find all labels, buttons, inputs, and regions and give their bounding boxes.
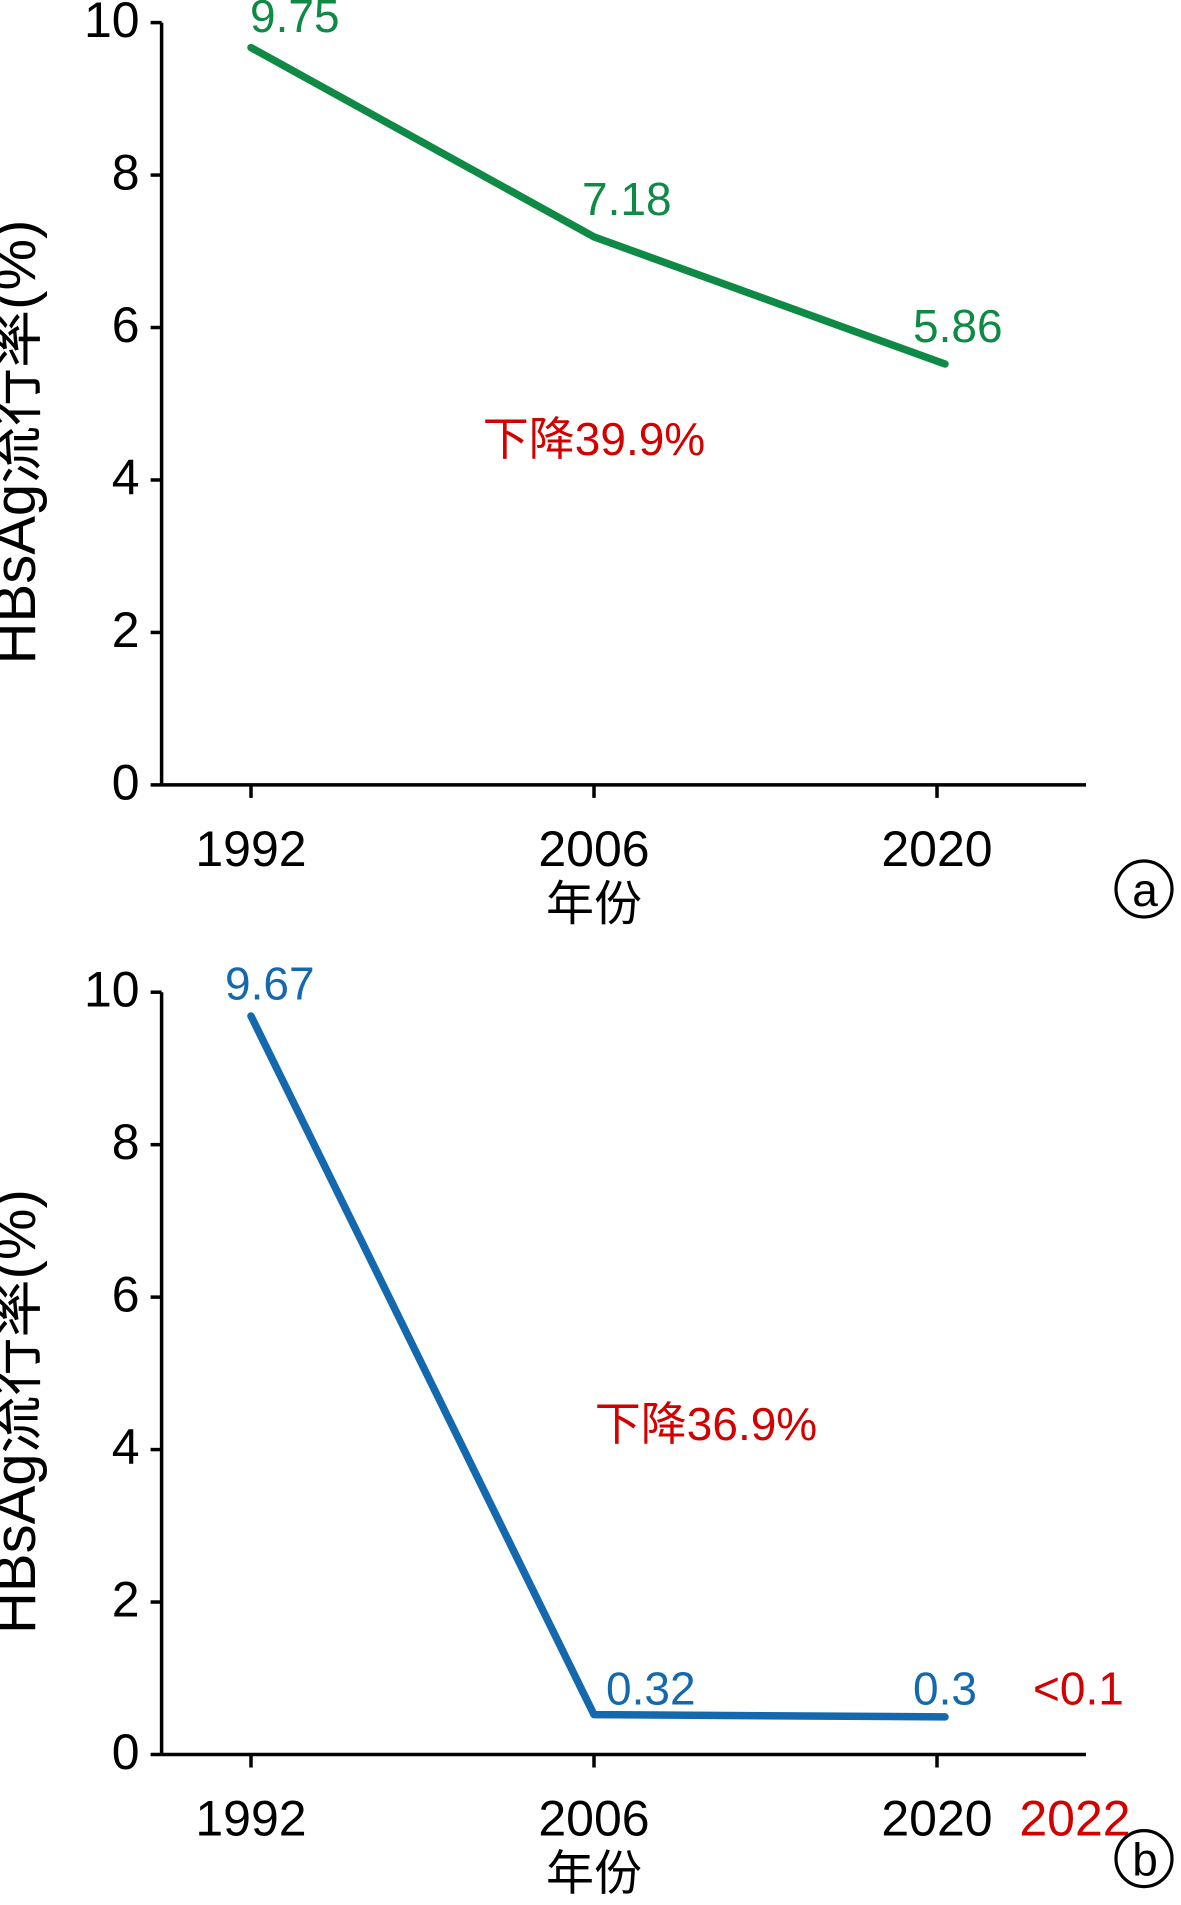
svg-text:2020: 2020 bbox=[881, 1791, 992, 1847]
svg-text:6: 6 bbox=[112, 1267, 140, 1323]
svg-text:下降36.9%: 下降36.9% bbox=[595, 1398, 817, 1450]
svg-text:1992: 1992 bbox=[195, 1791, 306, 1847]
svg-text:2006: 2006 bbox=[538, 821, 649, 877]
svg-text:5.86: 5.86 bbox=[913, 300, 1003, 352]
svg-text:9.75: 9.75 bbox=[250, 0, 340, 42]
svg-text:7.18: 7.18 bbox=[582, 173, 672, 225]
svg-text:2006: 2006 bbox=[538, 1791, 649, 1847]
svg-text:2020: 2020 bbox=[881, 821, 992, 877]
svg-text:HBsAg流行率(%): HBsAg流行率(%) bbox=[0, 220, 48, 665]
svg-text:下降39.9%: 下降39.9% bbox=[483, 413, 705, 465]
svg-text:4: 4 bbox=[112, 449, 140, 505]
svg-text:2022: 2022 bbox=[1019, 1791, 1130, 1847]
svg-text:0: 0 bbox=[112, 1724, 140, 1780]
svg-text:6: 6 bbox=[112, 297, 140, 353]
svg-text:年份: 年份 bbox=[546, 1848, 642, 1900]
svg-text:0.32: 0.32 bbox=[606, 1663, 696, 1715]
svg-text:0.3: 0.3 bbox=[913, 1663, 977, 1715]
svg-text:HBsAg流行率(%): HBsAg流行率(%) bbox=[0, 1189, 48, 1634]
svg-text:9.67: 9.67 bbox=[225, 958, 315, 1010]
svg-text:8: 8 bbox=[112, 144, 140, 200]
svg-text:<0.1: <0.1 bbox=[1033, 1663, 1124, 1715]
svg-text:4: 4 bbox=[112, 1419, 140, 1475]
svg-text:2: 2 bbox=[112, 1571, 140, 1627]
svg-text:1992: 1992 bbox=[195, 821, 306, 877]
svg-text:a: a bbox=[1132, 864, 1158, 916]
svg-text:10: 10 bbox=[84, 962, 140, 1018]
svg-text:0: 0 bbox=[112, 754, 140, 810]
svg-text:10: 10 bbox=[84, 0, 140, 48]
svg-text:2: 2 bbox=[112, 602, 140, 658]
svg-text:8: 8 bbox=[112, 1114, 140, 1170]
svg-text:b: b bbox=[1132, 1834, 1158, 1886]
svg-text:年份: 年份 bbox=[546, 878, 642, 931]
